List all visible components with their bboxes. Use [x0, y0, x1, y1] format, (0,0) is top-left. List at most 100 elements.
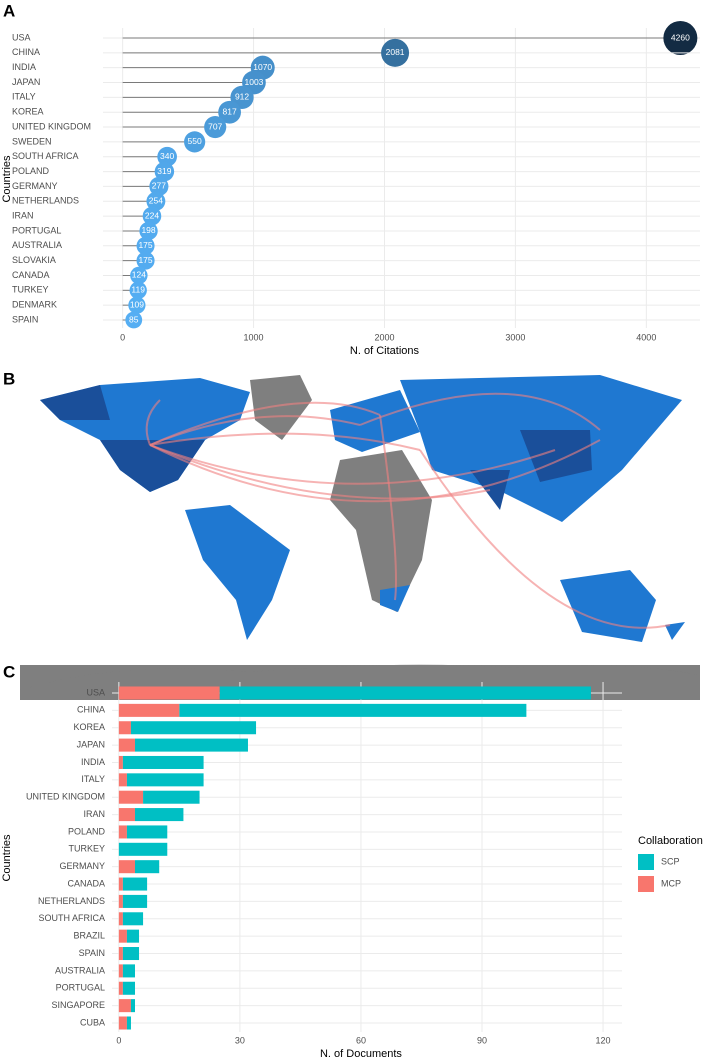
y-tick-label: IRAN [83, 809, 105, 819]
y-tick-label: ITALY [81, 774, 105, 784]
value-label: 175 [138, 255, 152, 265]
y-axis-title: Countries [1, 834, 13, 882]
bar-segment [118, 738, 135, 752]
new-zealand [665, 622, 685, 640]
y-tick-label: TURKEY [12, 285, 49, 295]
bar-segment [122, 981, 135, 995]
bar-segment [118, 981, 123, 995]
value-label: 912 [235, 92, 249, 102]
y-tick-label: USA [86, 687, 105, 697]
link [145, 399, 161, 446]
y-tick-label: ITALY [12, 92, 36, 102]
bar-segment [118, 912, 123, 926]
value-label: 2081 [386, 47, 405, 57]
dot [184, 131, 206, 153]
value-label: 1003 [244, 77, 263, 87]
bar-segment [118, 947, 123, 961]
value-label: 319 [157, 166, 171, 176]
bar-segment [126, 825, 168, 839]
bar-segment [118, 773, 127, 787]
value-label: 277 [152, 181, 166, 191]
dot [146, 191, 166, 211]
y-tick-label: SOUTH AFRICA [38, 913, 105, 923]
x-tick-label: 60 [356, 1035, 366, 1045]
dot [154, 161, 175, 182]
y-tick-label: JAPAN [12, 77, 40, 87]
australia [560, 570, 656, 642]
dot [204, 115, 227, 139]
y-tick-label: GERMANY [12, 181, 58, 191]
dot [142, 206, 162, 226]
bar-segment [118, 721, 131, 735]
legend-title: Collaboration [638, 835, 703, 847]
bar-segment [179, 703, 527, 717]
link [149, 444, 491, 500]
bar-segment [122, 912, 144, 926]
x-tick-label: 4000 [636, 332, 656, 342]
y-tick-label: DENMARK [12, 300, 57, 310]
x-tick-label: 0 [120, 332, 125, 342]
panel-label: C [3, 662, 15, 681]
dot [381, 38, 410, 67]
bar-segment [118, 703, 180, 717]
y-tick-label: BRAZIL [73, 931, 105, 941]
bar-segment [126, 773, 204, 787]
bar-segment [126, 929, 140, 943]
y-tick-label: AUSTRALIA [12, 240, 62, 250]
bar-segment [118, 964, 123, 978]
value-label: 707 [208, 121, 222, 131]
y-tick-label: AUSTRALIA [55, 965, 105, 975]
link [149, 444, 556, 485]
bar-segment [134, 738, 248, 752]
bar-segment [118, 1016, 127, 1030]
world-map [20, 375, 700, 700]
bar-segment [143, 790, 200, 804]
y-tick-label: POLAND [68, 826, 106, 836]
x-tick-label: 2000 [374, 332, 394, 342]
panel-label: A [3, 1, 15, 20]
y-tick-label: INDIA [81, 757, 105, 767]
bar-segment [122, 964, 135, 978]
dot [136, 236, 155, 255]
y-tick-label: PORTUGAL [12, 225, 61, 235]
y-tick-label: KOREA [73, 722, 105, 732]
bar-segment [118, 894, 123, 908]
y-axis-title: Countries [1, 155, 13, 203]
value-label: 254 [149, 196, 163, 206]
dot [136, 251, 155, 270]
y-tick-label: PORTUGAL [56, 983, 105, 993]
link [379, 414, 397, 601]
bar-segment [134, 860, 160, 874]
link [149, 432, 421, 451]
panel-label: B [3, 369, 15, 388]
bar-segment [122, 947, 140, 961]
dot [157, 146, 177, 167]
y-tick-label: UNITED KINGDOM [12, 121, 91, 131]
bar-segment [122, 894, 148, 908]
link [149, 415, 361, 446]
value-label: 4260 [671, 32, 690, 42]
x-axis-title: N. of Citations [350, 345, 420, 357]
dot [218, 100, 241, 124]
bar-segment [118, 686, 220, 700]
y-tick-label: NETHERLANDS [12, 196, 79, 206]
x-tick-label: 120 [596, 1035, 611, 1045]
y-tick-label: USA [12, 32, 31, 42]
y-tick-label: TURKEY [68, 844, 105, 854]
x-axis-title: N. of Documents [320, 1048, 402, 1060]
bar-segment [122, 877, 148, 891]
bar-segment [118, 790, 144, 804]
link [149, 439, 601, 503]
y-tick-label: NETHERLANDS [38, 896, 105, 906]
dot [129, 281, 147, 299]
bar-segment [134, 808, 184, 822]
usa [100, 440, 205, 492]
africa [330, 450, 432, 612]
alaska [40, 385, 110, 420]
y-tick-label: JAPAN [77, 739, 105, 749]
bar-segment [118, 929, 127, 943]
value-label: 85 [129, 314, 139, 324]
x-tick-label: 90 [477, 1035, 487, 1045]
legend-label: MCP [661, 878, 681, 888]
